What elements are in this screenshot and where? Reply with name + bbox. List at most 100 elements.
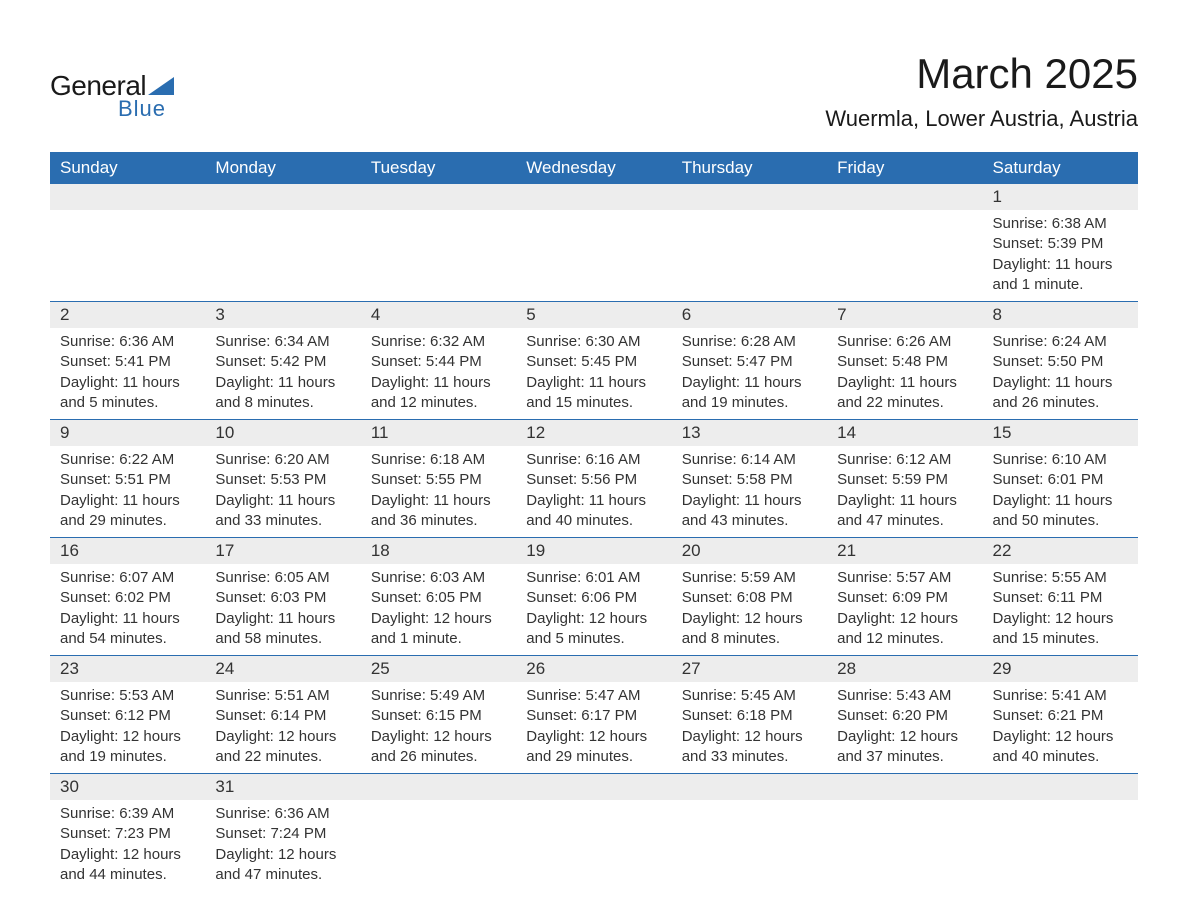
calendar-cell [516, 184, 671, 302]
day-content: Sunrise: 6:30 AMSunset: 5:45 PMDaylight:… [516, 328, 671, 419]
day-number-empty [516, 774, 671, 800]
day-sunset: Sunset: 6:01 PM [993, 470, 1128, 490]
calendar-cell: 9Sunrise: 6:22 AMSunset: 5:51 PMDaylight… [50, 420, 205, 538]
day-sunrise: Sunrise: 6:39 AM [60, 804, 195, 824]
day-sunset: Sunset: 5:47 PM [682, 352, 817, 372]
day-sunset: Sunset: 7:23 PM [60, 824, 195, 844]
day-content: Sunrise: 6:14 AMSunset: 5:58 PMDaylight:… [672, 446, 827, 537]
day-sunset: Sunset: 5:59 PM [837, 470, 972, 490]
day-daylight2: and 50 minutes. [993, 511, 1128, 531]
day-content: Sunrise: 5:49 AMSunset: 6:15 PMDaylight:… [361, 682, 516, 773]
day-sunrise: Sunrise: 6:10 AM [993, 450, 1128, 470]
day-sunrise: Sunrise: 6:22 AM [60, 450, 195, 470]
day-number: 22 [983, 538, 1138, 564]
day-sunset: Sunset: 5:39 PM [993, 234, 1128, 254]
day-daylight2: and 19 minutes. [682, 393, 817, 413]
day-number: 9 [50, 420, 205, 446]
day-sunset: Sunset: 6:06 PM [526, 588, 661, 608]
day-daylight2: and 47 minutes. [215, 865, 350, 885]
calendar-cell [672, 184, 827, 302]
day-content: Sunrise: 5:55 AMSunset: 6:11 PMDaylight:… [983, 564, 1138, 655]
day-daylight2: and 12 minutes. [371, 393, 506, 413]
weekday-header: Friday [827, 152, 982, 184]
day-daylight1: Daylight: 11 hours [526, 373, 661, 393]
day-daylight2: and 12 minutes. [837, 629, 972, 649]
day-sunrise: Sunrise: 6:26 AM [837, 332, 972, 352]
day-daylight2: and 15 minutes. [526, 393, 661, 413]
day-number: 7 [827, 302, 982, 328]
day-number: 1 [983, 184, 1138, 210]
calendar-cell: 23Sunrise: 5:53 AMSunset: 6:12 PMDayligh… [50, 656, 205, 774]
day-sunrise: Sunrise: 5:47 AM [526, 686, 661, 706]
day-daylight2: and 54 minutes. [60, 629, 195, 649]
day-daylight2: and 37 minutes. [837, 747, 972, 767]
day-sunrise: Sunrise: 6:03 AM [371, 568, 506, 588]
day-daylight1: Daylight: 11 hours [837, 491, 972, 511]
day-content: Sunrise: 6:38 AMSunset: 5:39 PMDaylight:… [983, 210, 1138, 301]
day-number: 19 [516, 538, 671, 564]
day-number-empty [361, 184, 516, 210]
day-daylight1: Daylight: 12 hours [526, 727, 661, 747]
day-sunset: Sunset: 5:56 PM [526, 470, 661, 490]
day-daylight2: and 22 minutes. [837, 393, 972, 413]
day-number: 8 [983, 302, 1138, 328]
day-sunset: Sunset: 5:44 PM [371, 352, 506, 372]
day-number: 6 [672, 302, 827, 328]
day-content: Sunrise: 5:45 AMSunset: 6:18 PMDaylight:… [672, 682, 827, 773]
day-number: 30 [50, 774, 205, 800]
day-number: 29 [983, 656, 1138, 682]
day-sunrise: Sunrise: 5:45 AM [682, 686, 817, 706]
day-number: 5 [516, 302, 671, 328]
day-sunrise: Sunrise: 6:20 AM [215, 450, 350, 470]
day-content: Sunrise: 6:12 AMSunset: 5:59 PMDaylight:… [827, 446, 982, 537]
calendar-cell: 21Sunrise: 5:57 AMSunset: 6:09 PMDayligh… [827, 538, 982, 656]
day-daylight1: Daylight: 11 hours [526, 491, 661, 511]
calendar-cell [827, 774, 982, 892]
day-content: Sunrise: 5:41 AMSunset: 6:21 PMDaylight:… [983, 682, 1138, 773]
day-sunset: Sunset: 6:11 PM [993, 588, 1128, 608]
calendar-cell: 12Sunrise: 6:16 AMSunset: 5:56 PMDayligh… [516, 420, 671, 538]
day-number: 3 [205, 302, 360, 328]
day-content: Sunrise: 6:18 AMSunset: 5:55 PMDaylight:… [361, 446, 516, 537]
calendar-cell: 4Sunrise: 6:32 AMSunset: 5:44 PMDaylight… [361, 302, 516, 420]
day-sunrise: Sunrise: 6:36 AM [60, 332, 195, 352]
calendar-cell [827, 184, 982, 302]
day-daylight1: Daylight: 11 hours [371, 373, 506, 393]
day-content: Sunrise: 6:05 AMSunset: 6:03 PMDaylight:… [205, 564, 360, 655]
day-number-empty [827, 184, 982, 210]
day-sunrise: Sunrise: 5:55 AM [993, 568, 1128, 588]
day-content: Sunrise: 6:20 AMSunset: 5:53 PMDaylight:… [205, 446, 360, 537]
day-sunset: Sunset: 6:21 PM [993, 706, 1128, 726]
calendar-cell: 7Sunrise: 6:26 AMSunset: 5:48 PMDaylight… [827, 302, 982, 420]
day-daylight1: Daylight: 12 hours [837, 727, 972, 747]
day-sunrise: Sunrise: 5:57 AM [837, 568, 972, 588]
day-daylight2: and 29 minutes. [60, 511, 195, 531]
day-content: Sunrise: 5:59 AMSunset: 6:08 PMDaylight:… [672, 564, 827, 655]
day-daylight1: Daylight: 12 hours [371, 609, 506, 629]
calendar-week-row: 30Sunrise: 6:39 AMSunset: 7:23 PMDayligh… [50, 774, 1138, 892]
day-sunrise: Sunrise: 5:41 AM [993, 686, 1128, 706]
day-sunset: Sunset: 6:18 PM [682, 706, 817, 726]
calendar-cell: 13Sunrise: 6:14 AMSunset: 5:58 PMDayligh… [672, 420, 827, 538]
day-sunrise: Sunrise: 5:49 AM [371, 686, 506, 706]
month-title: March 2025 [825, 50, 1138, 98]
day-daylight2: and 26 minutes. [371, 747, 506, 767]
weekday-header: Tuesday [361, 152, 516, 184]
title-block: March 2025 Wuermla, Lower Austria, Austr… [825, 50, 1138, 132]
day-content: Sunrise: 6:01 AMSunset: 6:06 PMDaylight:… [516, 564, 671, 655]
day-sunset: Sunset: 5:45 PM [526, 352, 661, 372]
calendar-cell [50, 184, 205, 302]
day-daylight1: Daylight: 12 hours [60, 845, 195, 865]
day-daylight2: and 1 minute. [993, 275, 1128, 295]
day-sunrise: Sunrise: 6:24 AM [993, 332, 1128, 352]
calendar-week-row: 23Sunrise: 5:53 AMSunset: 6:12 PMDayligh… [50, 656, 1138, 774]
calendar-cell: 5Sunrise: 6:30 AMSunset: 5:45 PMDaylight… [516, 302, 671, 420]
day-daylight1: Daylight: 11 hours [993, 255, 1128, 275]
day-sunset: Sunset: 7:24 PM [215, 824, 350, 844]
day-daylight2: and 40 minutes. [993, 747, 1128, 767]
day-daylight1: Daylight: 11 hours [837, 373, 972, 393]
day-daylight1: Daylight: 12 hours [215, 845, 350, 865]
day-daylight2: and 22 minutes. [215, 747, 350, 767]
day-sunrise: Sunrise: 6:30 AM [526, 332, 661, 352]
day-daylight1: Daylight: 11 hours [682, 373, 817, 393]
